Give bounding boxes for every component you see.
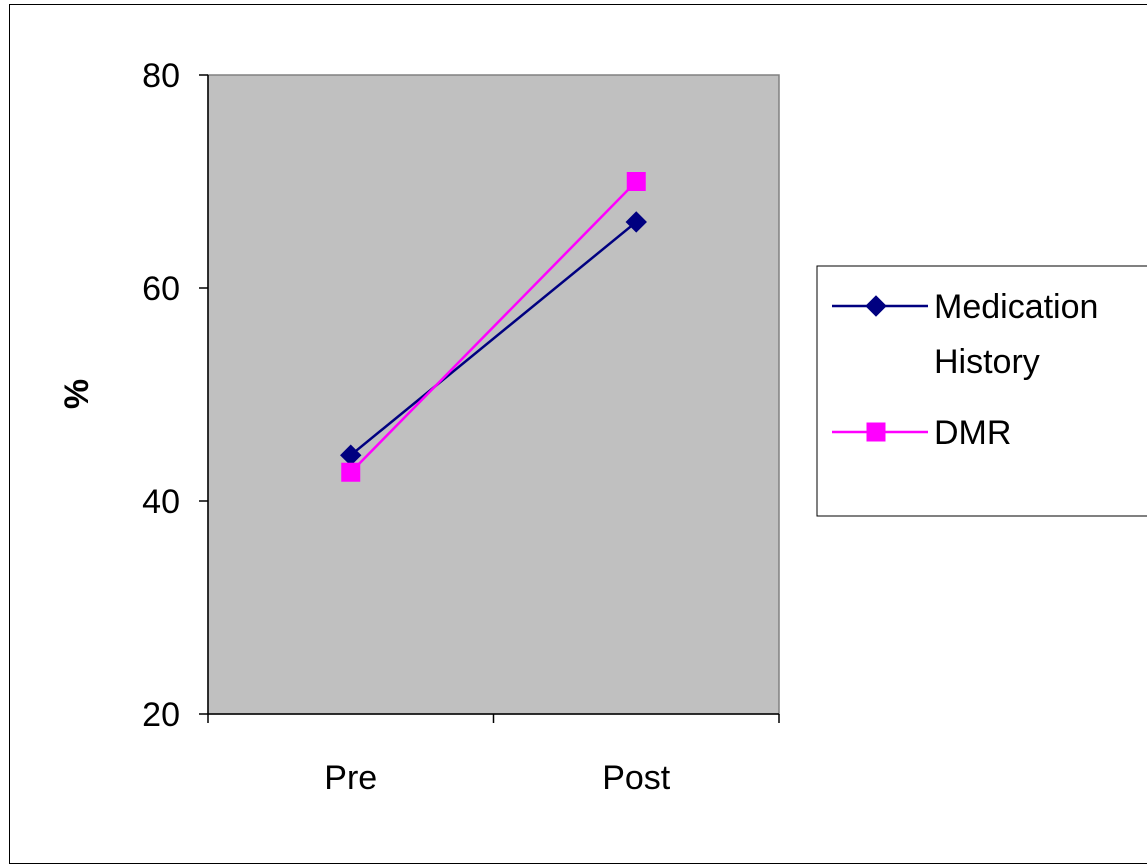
x-tick-label: Post <box>602 759 671 797</box>
plot-area <box>207 74 780 715</box>
y-axis-title: % <box>58 379 96 409</box>
x-tick-label: Pre <box>324 759 377 797</box>
series-group <box>340 211 647 466</box>
series-group <box>341 172 646 482</box>
series-line <box>349 180 638 474</box>
y-tick-label: 80 <box>142 57 180 95</box>
legend-marker <box>865 295 887 317</box>
y-tick-label: 40 <box>142 483 180 521</box>
y-tick-label: 20 <box>142 696 180 734</box>
y-tick-label: 60 <box>142 270 180 308</box>
legend-label: DMR <box>934 414 1011 452</box>
legend-label: Medication <box>934 288 1098 326</box>
line-chart: 20 40 60 80 Pre Post % Medication History DMR <box>58 57 1147 797</box>
legend-entry: DMR <box>832 414 1011 452</box>
legend-label: History <box>934 343 1040 381</box>
data-point <box>626 172 646 191</box>
legend-entry: Medication History <box>832 288 1098 381</box>
series-layer <box>340 172 647 482</box>
legend-marker <box>866 422 886 442</box>
legend: Medication History DMR <box>816 265 1147 517</box>
series-line <box>349 221 638 457</box>
data-point <box>341 462 361 482</box>
y-axis: 20 40 60 80 <box>142 57 209 734</box>
data-point <box>625 211 647 233</box>
x-axis: Pre Post <box>207 713 780 797</box>
